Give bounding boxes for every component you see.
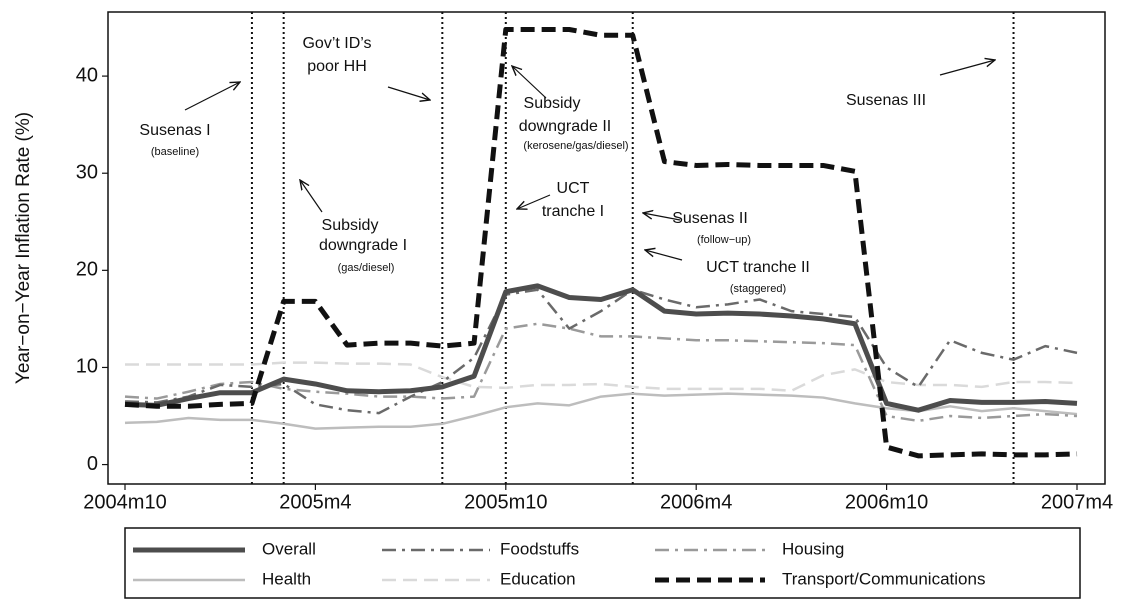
legend-label: Foodstuffs [500,539,579,558]
annotation: (kerosene/gas/diesel) [523,140,628,152]
x-tick-label: 2005m4 [279,491,351,513]
legend-label: Housing [782,539,844,558]
annotation: (gas/diesel) [338,262,395,274]
legend-label: Overall [262,539,316,558]
series-line [125,361,1078,393]
x-tick-label: 2006m10 [845,491,928,513]
series-line [124,322,1078,423]
annotation: downgrade II [519,118,612,135]
annotation: (follow−up) [697,234,751,246]
annotation: (baseline) [151,146,199,158]
legend-label: Health [262,569,311,588]
series-line [124,283,1078,413]
arrows [184,60,995,261]
plot-frame [107,11,1106,485]
series-line [124,26,1078,459]
legend-label: Transport/Communications [782,569,985,588]
annotation: Subsidy [524,95,581,112]
x-tick-label: 2007m4 [1041,491,1113,513]
x-tick-label: 2005m10 [464,491,547,513]
y-tick-label: 20 [76,259,98,281]
y-tick-label: 0 [87,453,98,475]
series-line [124,392,1078,430]
x-tick-label: 2004m10 [83,491,166,513]
annotation: downgrade I [319,237,407,254]
annotation: poor HH [307,58,367,75]
series-line [124,288,1078,415]
y-axis-label: Year−on−Year Inflation Rate (%) [13,112,34,384]
y-tick-label: 10 [76,356,98,378]
annotation: Susenas II [672,210,748,227]
y-tick-label: 40 [76,64,98,86]
annotation: tranche I [542,203,604,220]
annotation: UCT [557,180,590,197]
annotation: (staggered) [730,283,786,295]
legend-label: Education [500,569,576,588]
annotation: Susenas I [139,122,210,139]
annotation: Subsidy [322,217,379,234]
x-tick-label: 2006m4 [660,491,732,513]
y-tick-label: 30 [76,161,98,183]
legend-box [124,527,1081,599]
annotation: Gov’t ID’s [302,35,371,52]
annotation: UCT tranche II [706,259,810,276]
annotation: Susenas III [846,92,926,109]
